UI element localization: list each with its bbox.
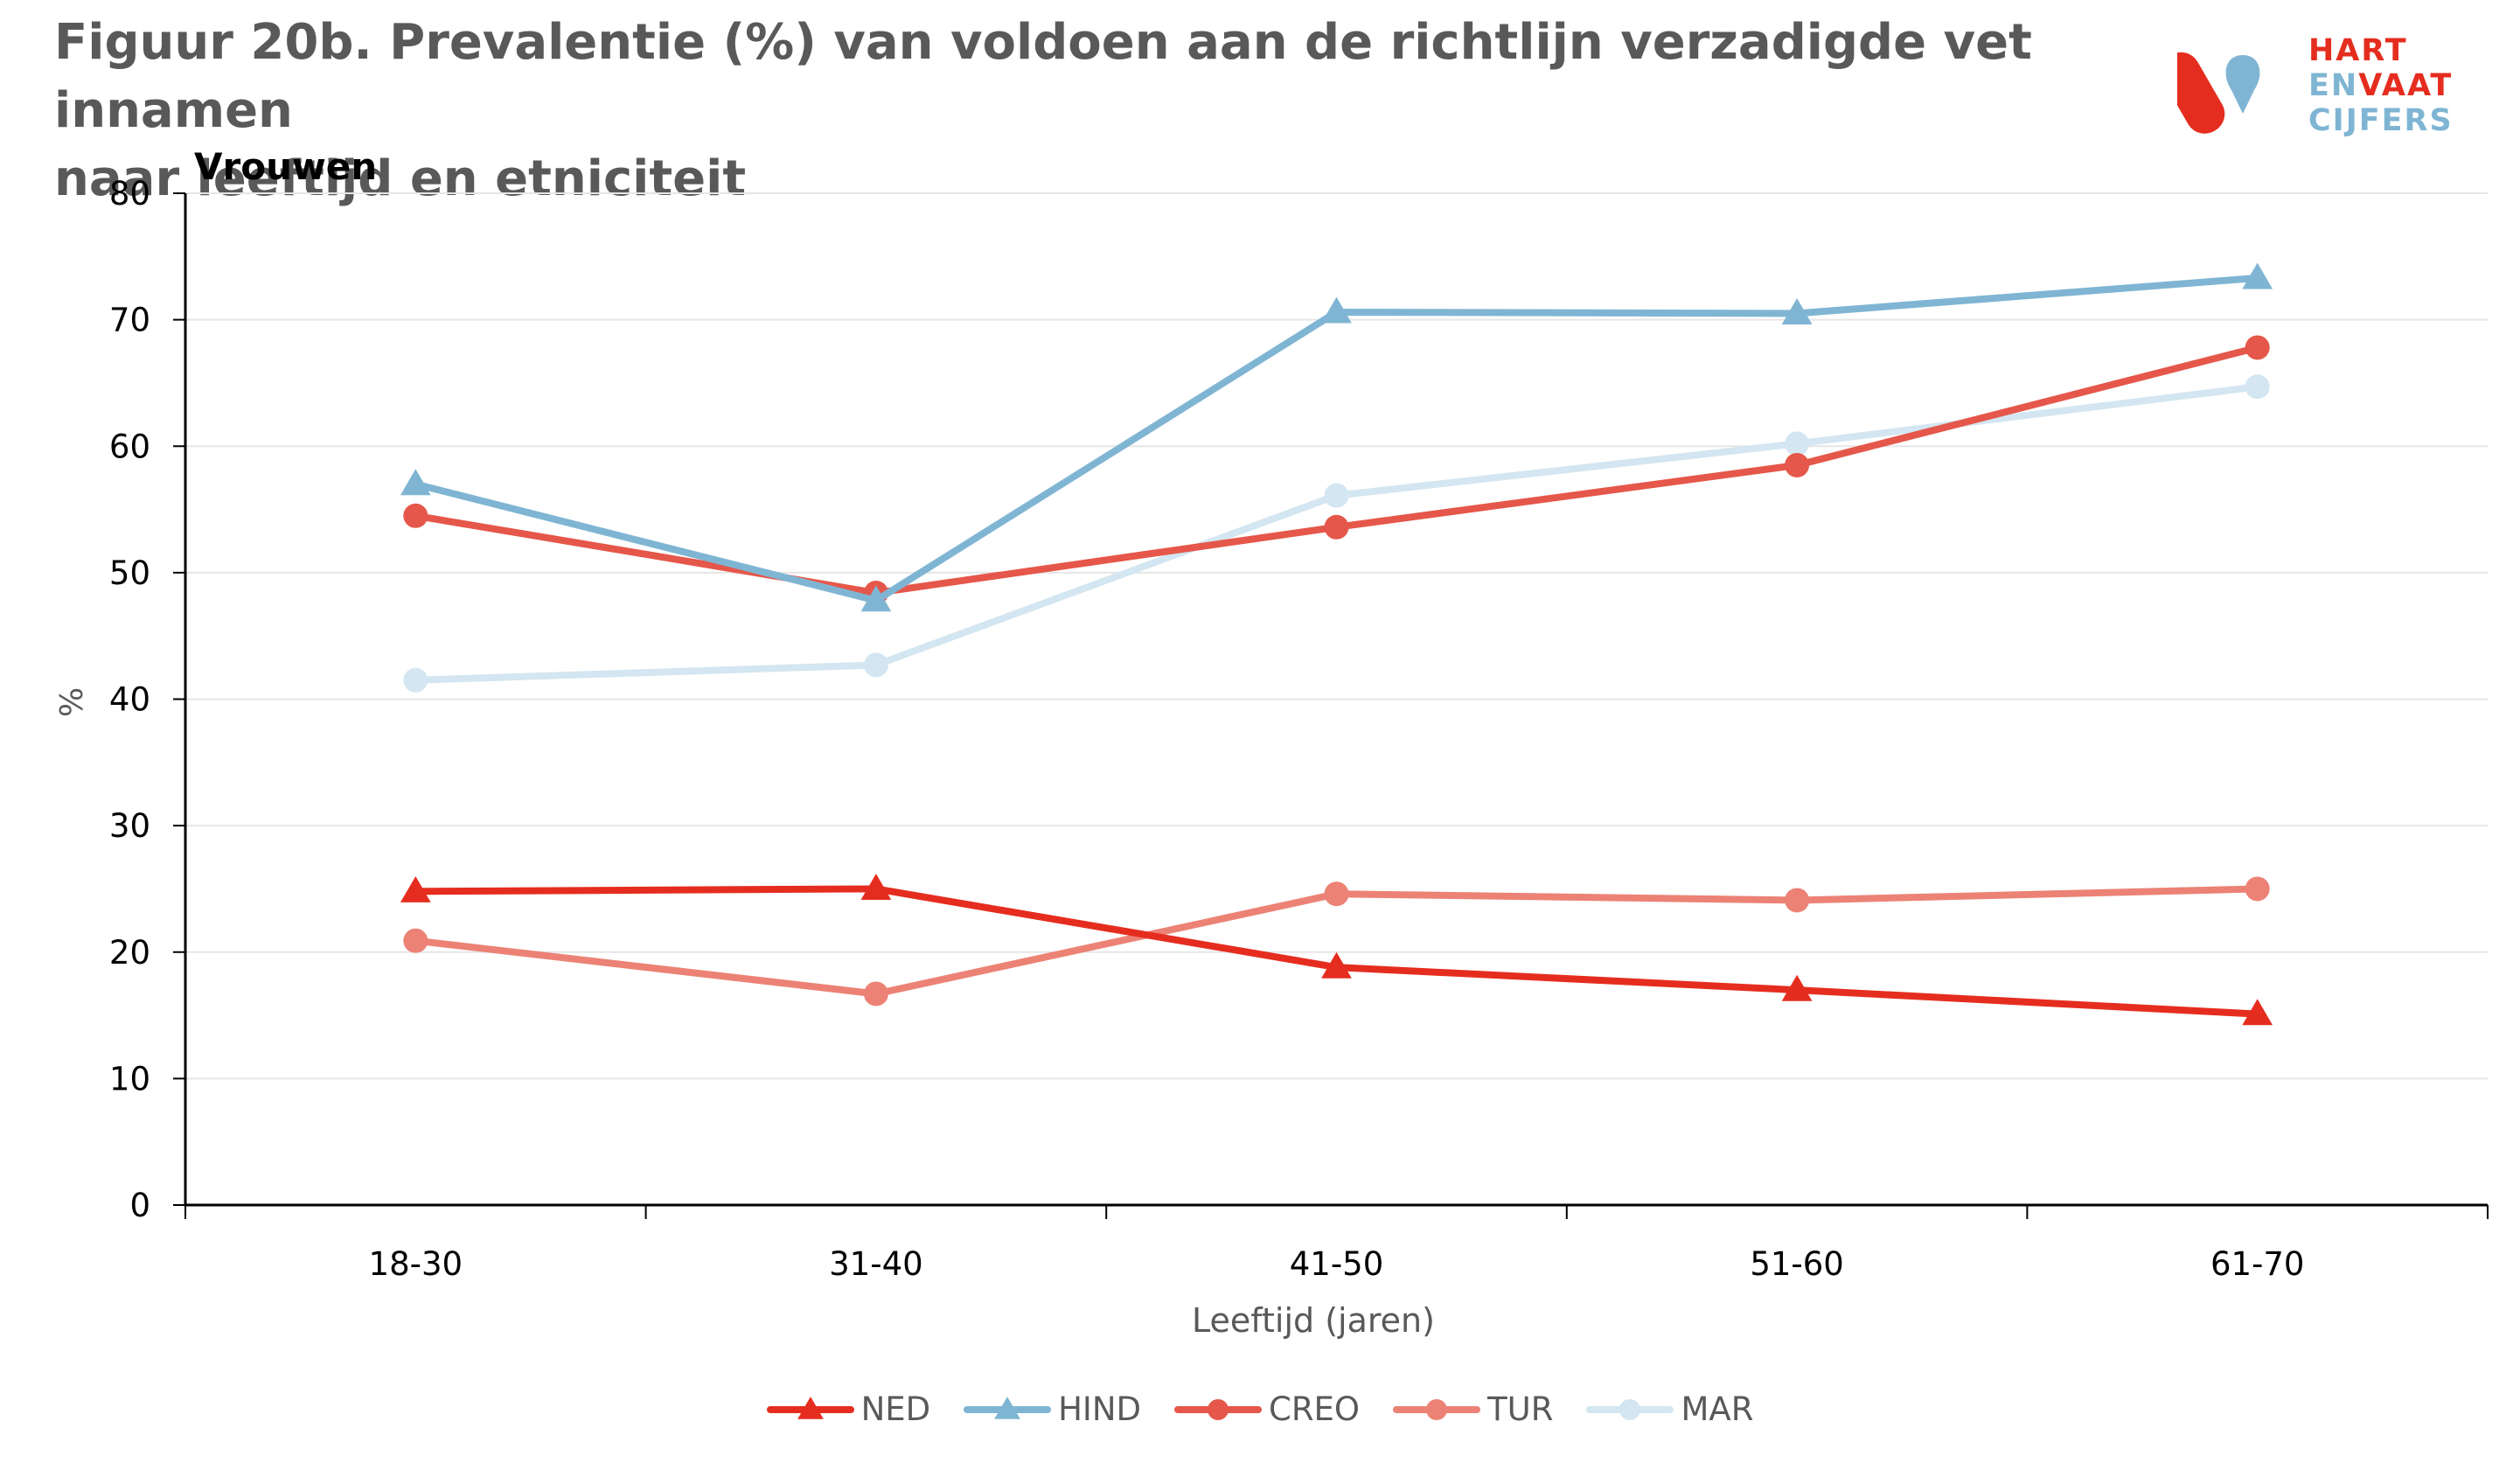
x-tick-label: 41-50: [1290, 1245, 1384, 1283]
legend-marker-ned: [797, 1396, 824, 1419]
logo-vaat: VAAT: [2358, 68, 2454, 103]
y-tick-label: 0: [129, 1187, 150, 1224]
y-tick-label: 80: [109, 175, 150, 212]
legend-item-ned: NED: [766, 1390, 931, 1428]
series-ned: [400, 874, 2273, 1026]
y-tick-label: 70: [109, 302, 150, 339]
hartenvaat-logo-icon: [2177, 52, 2260, 134]
chart-subtitle: Vrouwen: [194, 145, 377, 188]
data-point-ned: [1321, 951, 1352, 979]
series-hind: [400, 262, 2273, 612]
data-point-creo: [403, 503, 428, 528]
legend-marker-hind: [994, 1396, 1020, 1419]
series-creo: [403, 335, 2270, 606]
axes: 0 10 20 30 40 50 60 70 80 18-30 31-40 41-50 51-60 61-…: [109, 175, 2489, 1283]
legend-swatch-creo: [1174, 1398, 1263, 1420]
data-point-hind: [400, 469, 431, 496]
data-point-tur: [403, 928, 428, 953]
data-point-ned: [860, 874, 892, 901]
legend-swatch-hind: [964, 1396, 1052, 1419]
data-point-hind: [860, 585, 892, 612]
legend-swatch-tur: [1393, 1398, 1481, 1420]
x-tick-label: 61-70: [2210, 1245, 2305, 1283]
chart-title-line-2: naar leeftijd en etniciteit: [54, 150, 747, 207]
data-point-hind: [1781, 298, 1813, 324]
legend-label: TUR: [1487, 1390, 1554, 1428]
data-point-tur: [1324, 881, 1349, 907]
data-point-mar: [863, 652, 888, 678]
x-tick-label: 51-60: [1750, 1245, 1844, 1283]
y-tick-label: 20: [109, 934, 150, 972]
y-tick-label: 50: [109, 554, 150, 592]
logo-line-hart: HART: [2308, 33, 2408, 68]
y-tick-label: 30: [109, 807, 150, 845]
data-point-hind: [2242, 262, 2273, 289]
legend-label: CREO: [1269, 1390, 1361, 1428]
series-line-hind: [412, 274, 2261, 604]
data-point-mar: [1785, 431, 1810, 456]
data-point-tur: [863, 981, 888, 1007]
x-tick-label: 31-40: [829, 1245, 923, 1283]
data-point-mar: [1324, 483, 1349, 508]
series-tur: [403, 876, 2270, 1007]
legend-item-mar: MAR: [1586, 1390, 1753, 1428]
legend-marker-tur: [1426, 1398, 1448, 1420]
legend-swatch-ned: [766, 1396, 854, 1419]
legend: NED HIND CREO TUR MAR: [0, 1390, 2520, 1428]
data-point-mar: [403, 667, 428, 693]
gridlines: [185, 192, 2488, 1080]
chart-title: Figuur 20b. Prevalentie (%) van voldoen …: [54, 9, 2109, 213]
legend-label: MAR: [1681, 1390, 1754, 1428]
data-point-ned: [1781, 974, 1813, 1001]
y-axis-label: %: [54, 687, 90, 717]
legend-item-tur: TUR: [1393, 1390, 1553, 1428]
logo-line-cijfers: CIJFERS: [2308, 103, 2454, 138]
data-point-ned: [400, 875, 431, 902]
data-point-tur: [2245, 876, 2270, 902]
legend-item-creo: CREO: [1174, 1390, 1360, 1428]
logo-text: HART ENVAAT CIJFERS: [2308, 33, 2454, 138]
legend-swatch-mar: [1586, 1398, 1674, 1420]
data-point-mar: [2245, 374, 2270, 400]
chart-title-line-1: Figuur 20b. Prevalentie (%) van voldoen …: [54, 14, 2032, 139]
x-tick-label: 18-30: [369, 1245, 463, 1283]
data-point-creo: [1324, 514, 1349, 540]
data-point-creo: [1785, 452, 1810, 477]
legend-marker-mar: [1619, 1398, 1641, 1420]
y-tick-label: 40: [109, 681, 150, 719]
logo-line-envaat: ENVAAT: [2308, 68, 2454, 103]
data-point-tur: [1785, 888, 1810, 913]
x-axis-label: Leeftijd (jaren): [1192, 1301, 1435, 1340]
y-tick-label: 10: [109, 1060, 150, 1097]
data-point-hind: [1321, 296, 1352, 324]
series-layer: [400, 262, 2273, 1026]
data-point-creo: [2245, 335, 2270, 360]
logo-en: EN: [2308, 68, 2359, 103]
legend-label: HIND: [1058, 1390, 1142, 1428]
legend-marker-creo: [1208, 1398, 1229, 1420]
data-point-ned: [2242, 999, 2273, 1026]
legend-item-hind: HIND: [964, 1390, 1141, 1428]
legend-label: NED: [860, 1390, 931, 1428]
y-tick-label: 60: [109, 428, 150, 465]
